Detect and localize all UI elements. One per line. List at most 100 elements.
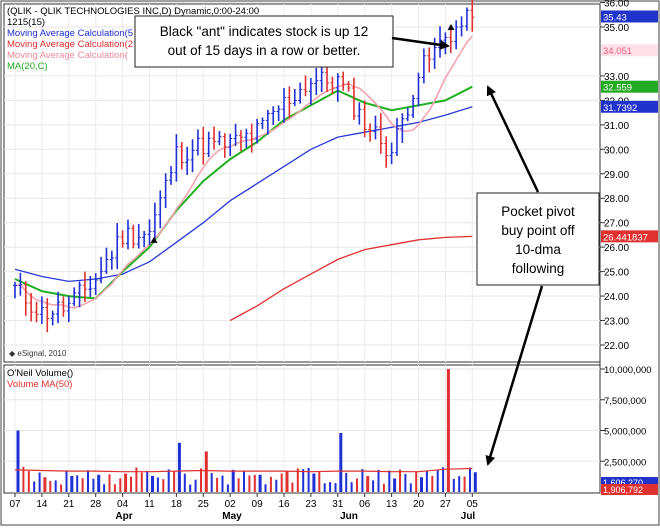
price-tag-label: 32.559 <box>603 83 632 94</box>
volume-bar <box>130 476 132 492</box>
volume-bar <box>65 470 68 492</box>
volume-bar <box>38 472 41 492</box>
volume-bar <box>216 477 219 492</box>
chart-subtitle: 1215(15) <box>7 17 45 28</box>
volume-bar <box>253 474 256 492</box>
ma10-series-line <box>14 35 473 309</box>
volume-bars <box>16 369 477 492</box>
volume-bar <box>119 478 122 492</box>
ants-annotation-line-2: out of 15 days in a row or better. <box>168 43 361 58</box>
price-tag-label: 35.43 <box>603 12 627 23</box>
volume-bar <box>425 470 428 492</box>
volume-bar <box>399 469 401 492</box>
price-tick-label: 29.00 <box>604 170 629 181</box>
price-tag <box>601 44 658 57</box>
esignal-watermark: ◆ eSignal, 2010 <box>9 349 67 358</box>
volume-bar <box>377 469 380 492</box>
pivot-arrow-price <box>486 85 540 193</box>
volume-bar <box>237 478 240 492</box>
pivot-arrow-volume <box>485 285 544 466</box>
price-tag <box>601 100 658 113</box>
volume-tag-label: 1,906,792 <box>603 485 643 495</box>
volume-bar <box>291 482 294 492</box>
volume-bar <box>388 470 391 492</box>
volume-bar <box>350 482 353 492</box>
volume-bar <box>87 470 89 492</box>
volume-tick-label: 5,000,000 <box>604 427 646 438</box>
time-tick-label: 07 <box>9 499 21 510</box>
volume-bar <box>177 442 181 492</box>
price-tag <box>601 230 658 243</box>
volume-bar <box>70 476 74 492</box>
volume-bar <box>97 474 101 492</box>
volume-bar <box>302 469 305 492</box>
price-tick-label: 26.00 <box>604 243 629 254</box>
pivot-annotation-box <box>476 192 600 286</box>
volume-tag <box>601 484 658 495</box>
time-tick-label: 27 <box>440 499 452 510</box>
price-tag <box>601 80 658 93</box>
time-tick-label: 28 <box>90 499 102 510</box>
volume-bar <box>318 471 321 492</box>
price-tick-label: 25.00 <box>604 268 629 279</box>
price-tick-label: 36.00 <box>604 0 629 10</box>
ants-arrow <box>391 36 450 50</box>
volume-bar <box>323 483 326 492</box>
volume-bar <box>248 475 251 492</box>
volume-bar <box>329 482 332 492</box>
ant-markers <box>150 24 455 243</box>
chart-title: (QLIK - QLIK TECHNOLOGIES INC,D) Dynamic… <box>7 6 259 17</box>
price-tick-label: 24.00 <box>604 292 629 303</box>
price-tick-label: 33.00 <box>604 72 629 83</box>
volume-bar <box>361 469 364 492</box>
volume-bar <box>16 430 20 492</box>
volume-bar <box>469 467 471 492</box>
price-tag-label: 34.051 <box>603 46 632 57</box>
volume-bar <box>409 483 412 492</box>
volume-bar <box>183 473 186 492</box>
price-bars <box>13 0 475 333</box>
volume-bar <box>204 451 208 492</box>
volume-axis-ticks: 10,000,000 7,500,000 5,000,000 2,500,000 <box>600 365 652 468</box>
volume-title: O'Neil Volume() <box>7 368 73 379</box>
volume-bar <box>81 478 84 492</box>
time-tick-label: 23 <box>305 499 317 510</box>
ma20-series-line <box>14 85 473 300</box>
time-tick-label: 14 <box>36 499 48 510</box>
price-tag <box>601 10 658 23</box>
time-tick-label: 09 <box>252 499 264 510</box>
volume-bar <box>108 474 111 492</box>
volume-bar <box>446 369 450 492</box>
volume-bar <box>22 466 25 492</box>
volume-bar <box>436 469 439 492</box>
pivot-annotation-line-4: following <box>512 261 565 276</box>
time-axis-months: Apr May Jun Jul <box>115 511 475 522</box>
ma20-line <box>14 85 473 300</box>
volume-bar <box>156 477 159 492</box>
time-tick-label: 20 <box>413 499 425 510</box>
time-tick-label: 04 <box>117 499 129 510</box>
volume-bar <box>113 484 116 492</box>
volume-bar <box>442 467 445 492</box>
volume-bar <box>269 476 272 492</box>
volume-bar <box>431 475 434 492</box>
month-label: Jun <box>340 511 358 522</box>
time-tick-label: 31 <box>332 499 344 510</box>
volume-bar <box>124 473 128 492</box>
volume-bar <box>60 484 63 492</box>
volume-ma-line <box>14 467 473 473</box>
ant-marker <box>150 236 158 243</box>
time-tick-label: 05 <box>467 499 479 510</box>
time-tick-label: 13 <box>386 499 398 510</box>
volume-bar <box>103 484 106 492</box>
volume-bar <box>393 478 397 492</box>
volume-bar <box>54 480 57 492</box>
time-tick-label: 21 <box>63 499 75 510</box>
price-tick-label: 30.00 <box>604 145 629 156</box>
volume-bar <box>140 472 143 492</box>
price-tick-label: 23.00 <box>604 317 629 328</box>
time-tick-label: 02 <box>225 499 237 510</box>
volume-grid <box>4 365 600 493</box>
